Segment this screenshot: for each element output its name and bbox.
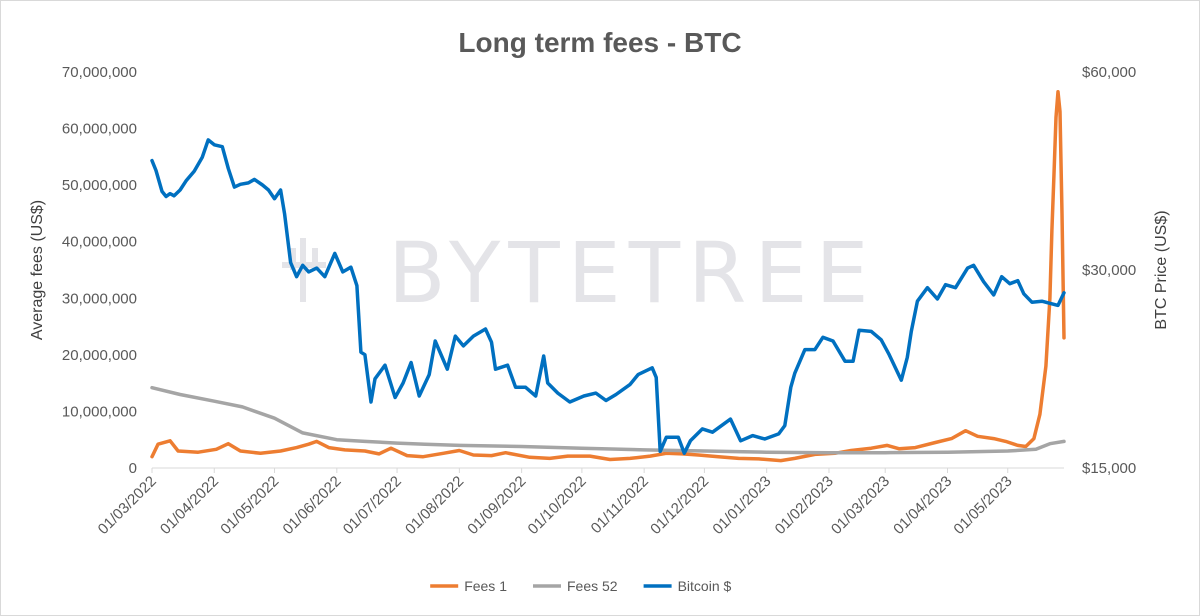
y-tick-label: 20,000,000 [62, 347, 137, 364]
y-axis-ticks: 0 10,000,000 20,000,000 30,000,000 40,000,00… [62, 64, 137, 477]
x-tick-label: 01/05/2023 [950, 473, 1015, 538]
legend-label-bitcoin: Bitcoin $ [678, 578, 732, 594]
x-tick-label: 01/10/2022 [525, 473, 590, 538]
x-tick-label: 01/09/2022 [464, 473, 529, 538]
x-tick-label: 01/04/2023 [890, 473, 955, 538]
x-tick-label: 01/04/2022 [157, 473, 222, 538]
x-tick-label: 01/03/2023 [828, 473, 893, 538]
watermark: BYTETREE [282, 224, 877, 322]
y2-tick-label: $30,000 [1082, 262, 1136, 279]
x-tick-label: 01/07/2022 [340, 473, 405, 538]
x-tick-label: 01/01/2023 [709, 473, 774, 538]
x-tick-label: 01/11/2022 [588, 473, 652, 537]
x-axis-ticks: 01/03/202201/04/202201/05/202201/06/2022… [95, 468, 1016, 538]
y-tick-label: 70,000,000 [62, 64, 137, 81]
x-tick-label: 01/08/2022 [402, 473, 467, 538]
chart-title: Long term fees - BTC [458, 27, 741, 58]
y-tick-label: 0 [129, 460, 137, 477]
x-tick-label: 01/02/2023 [772, 473, 837, 538]
legend-label-fees-1: Fees 1 [464, 578, 507, 594]
y-tick-label: 10,000,000 [62, 403, 137, 420]
x-tick-label: 01/05/2022 [217, 473, 282, 538]
y-axis-title: Average fees (US$) [29, 200, 46, 340]
series-layer [150, 90, 1066, 463]
x-tick-label: 01/06/2022 [280, 473, 345, 538]
x-tick-label: 01/03/2022 [95, 473, 160, 538]
series-line-fees-1 [150, 90, 1066, 463]
watermark-text: BYTETREE [388, 224, 877, 322]
legend-label-fees-52: Fees 52 [567, 578, 618, 594]
series-line-bitcoin [150, 138, 1066, 455]
y2-tick-label: $15,000 [1082, 460, 1136, 477]
y-tick-label: 50,000,000 [62, 177, 137, 194]
series-line-fees-52 [150, 385, 1066, 455]
y2-axis-ticks: $15,000 $30,000 $60,000 [1082, 64, 1136, 477]
y2-axis-title: BTC Price (US$) [1153, 210, 1170, 329]
y-tick-label: 30,000,000 [62, 290, 137, 307]
x-tick-label: 01/12/2022 [647, 473, 712, 538]
y-tick-label: 60,000,000 [62, 121, 137, 138]
y-tick-label: 40,000,000 [62, 234, 137, 251]
legend: Fees 1 Fees 52 Bitcoin $ [430, 578, 732, 594]
y2-tick-label: $60,000 [1082, 64, 1136, 81]
